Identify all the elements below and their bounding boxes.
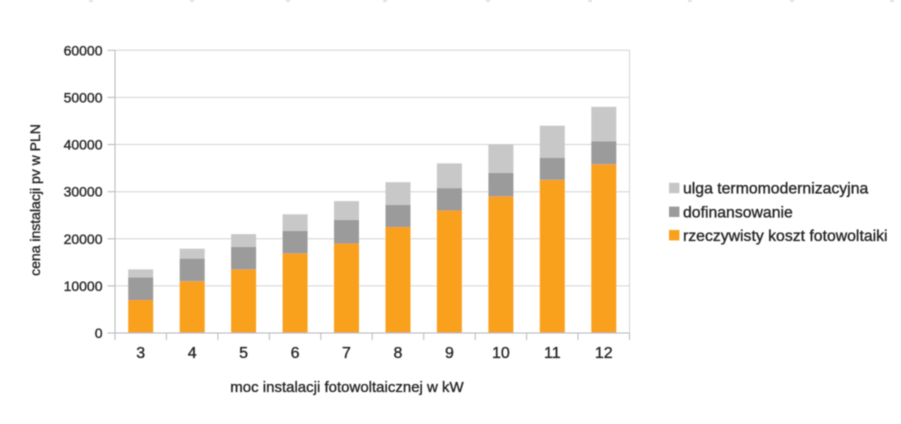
svg-text:11: 11: [544, 345, 561, 362]
svg-text:rzeczywisty koszt fotowoltaiki: rzeczywisty koszt fotowoltaiki: [683, 228, 888, 245]
svg-text:cena instalacji pv w PLN: cena instalacji pv w PLN: [27, 124, 43, 276]
svg-text:3: 3: [136, 345, 145, 362]
svg-text:dofinansowanie: dofinansowanie: [683, 204, 793, 221]
svg-text:8: 8: [394, 345, 403, 362]
svg-text:5: 5: [239, 345, 248, 362]
svg-text:60000: 60000: [64, 42, 103, 58]
svg-text:7: 7: [342, 345, 351, 362]
svg-text:9: 9: [445, 345, 454, 362]
svg-text:4: 4: [188, 345, 197, 362]
svg-text:ulga termomodernizacyjna: ulga termomodernizacyjna: [683, 181, 868, 198]
svg-text:0: 0: [95, 325, 103, 341]
svg-text:10000: 10000: [64, 278, 103, 294]
svg-text:30000: 30000: [64, 184, 103, 200]
svg-text:10: 10: [492, 345, 510, 362]
svg-text:20000: 20000: [64, 231, 103, 247]
svg-text:12: 12: [595, 345, 613, 362]
svg-text:6: 6: [291, 345, 300, 362]
svg-text:40000: 40000: [64, 137, 103, 153]
svg-text:moc instalacji fotowoltaicznej: moc instalacji fotowoltaicznej w kW: [230, 379, 464, 396]
svg-text:50000: 50000: [64, 89, 103, 105]
